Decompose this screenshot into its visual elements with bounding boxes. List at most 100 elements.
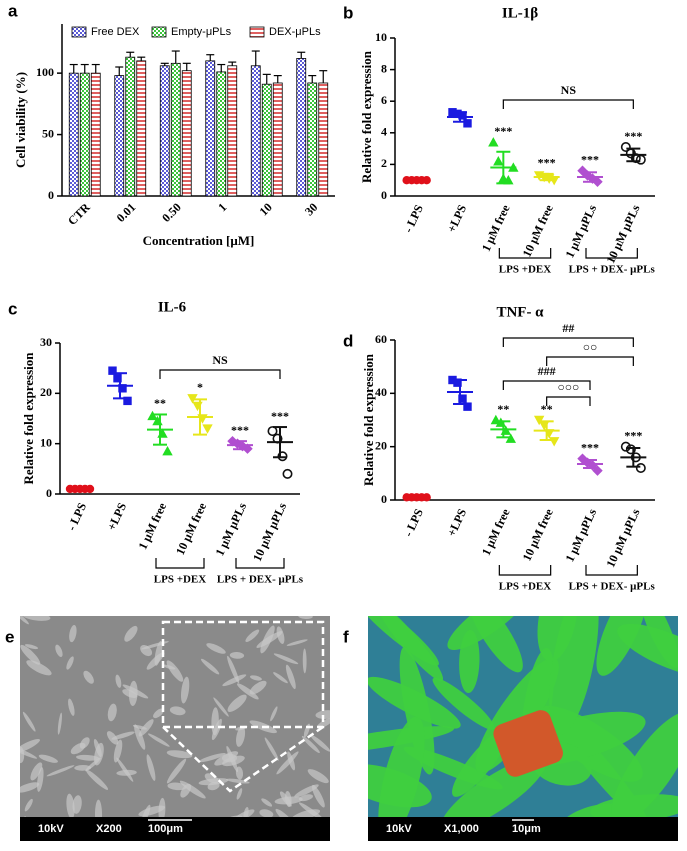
cell [85, 769, 109, 790]
cell [311, 784, 325, 808]
cell [20, 738, 40, 753]
cell [26, 660, 52, 676]
group [490, 414, 517, 443]
x-tick-label: 10 [256, 200, 274, 218]
y-tick-label: 0 [381, 188, 387, 202]
x-tick-label: - LPS [401, 506, 426, 538]
cell [221, 753, 238, 763]
y-tick-label: 50 [42, 126, 54, 140]
group-label: LPS + DEX- μPLs [569, 264, 656, 276]
data-point [123, 396, 132, 406]
data-point [538, 421, 550, 431]
cell [213, 697, 229, 717]
cell [107, 703, 117, 722]
cell [166, 758, 187, 784]
group [65, 484, 95, 494]
data-point [458, 111, 467, 120]
group [147, 410, 173, 456]
group-bracket [498, 248, 552, 259]
cell [302, 648, 307, 674]
cell [46, 765, 75, 777]
y-tick-label: 0 [381, 492, 387, 506]
y-tick-label: 0 [46, 486, 52, 500]
y-tick-label: 10 [375, 30, 387, 44]
bar [318, 82, 329, 197]
cell [115, 674, 122, 688]
cell [20, 616, 29, 625]
sem-scale: 10μm [512, 823, 541, 835]
group [227, 435, 253, 454]
cell [276, 751, 299, 775]
group [620, 441, 647, 473]
micrograph [20, 616, 330, 841]
cell [69, 624, 77, 643]
bar [159, 65, 170, 197]
particle [493, 710, 563, 777]
bar [227, 65, 238, 197]
cell [200, 658, 220, 675]
data-point [630, 153, 641, 164]
group-bracket [585, 248, 638, 259]
cell [68, 698, 75, 716]
cell [206, 643, 226, 654]
data-point [282, 468, 293, 479]
bar [90, 72, 101, 197]
cell [66, 793, 75, 819]
cell [138, 805, 166, 817]
panel-letter: d [343, 331, 353, 350]
cell [617, 623, 678, 678]
bar [216, 71, 227, 197]
sem-magnification: X1,000 [444, 823, 479, 835]
cell [22, 711, 36, 732]
cell [307, 769, 329, 784]
cell [264, 737, 279, 761]
group-label: LPS +DEX [499, 264, 551, 276]
bracket-label: NS [212, 353, 228, 367]
legend-swatch [249, 26, 265, 38]
data-point [277, 451, 288, 462]
group [620, 142, 647, 165]
group [533, 171, 560, 186]
cell [459, 629, 480, 694]
bracket-label: ## [562, 321, 574, 335]
bar [114, 75, 125, 197]
group-bracket [155, 558, 205, 569]
cell [298, 802, 325, 821]
cell [468, 616, 523, 673]
cell [236, 788, 243, 800]
y-tick-label: 10 [40, 435, 52, 449]
significance: *** [231, 423, 249, 437]
group [577, 165, 603, 187]
panel-letter: e [5, 627, 14, 646]
bracket-label: ### [538, 364, 556, 378]
cell [146, 754, 156, 781]
cell [166, 750, 193, 759]
data-point [463, 402, 472, 411]
cell [113, 739, 123, 763]
cell [222, 674, 247, 687]
bar [136, 60, 147, 197]
cell [24, 798, 33, 812]
bar [125, 56, 136, 197]
significance: *** [538, 156, 556, 170]
data-point [108, 366, 117, 375]
cell [376, 616, 444, 682]
cell [310, 734, 330, 752]
micrograph [368, 616, 678, 841]
legend-label: DEX-μPLs [269, 26, 321, 38]
x-tick-label: 10 μM μPLs [603, 506, 642, 569]
y-axis-title: Relative fold expression [361, 353, 376, 486]
data-point [202, 424, 213, 434]
cell [21, 616, 51, 621]
cell [273, 653, 299, 665]
cell [236, 726, 246, 747]
bar [250, 65, 261, 197]
data-point [493, 156, 504, 166]
cell [20, 782, 40, 793]
data-point [505, 433, 517, 443]
y-axis-title: Relative fold expression [359, 50, 374, 183]
x-tick-label: 1 μM free [479, 202, 513, 254]
cell [227, 694, 247, 712]
cell [236, 683, 259, 700]
